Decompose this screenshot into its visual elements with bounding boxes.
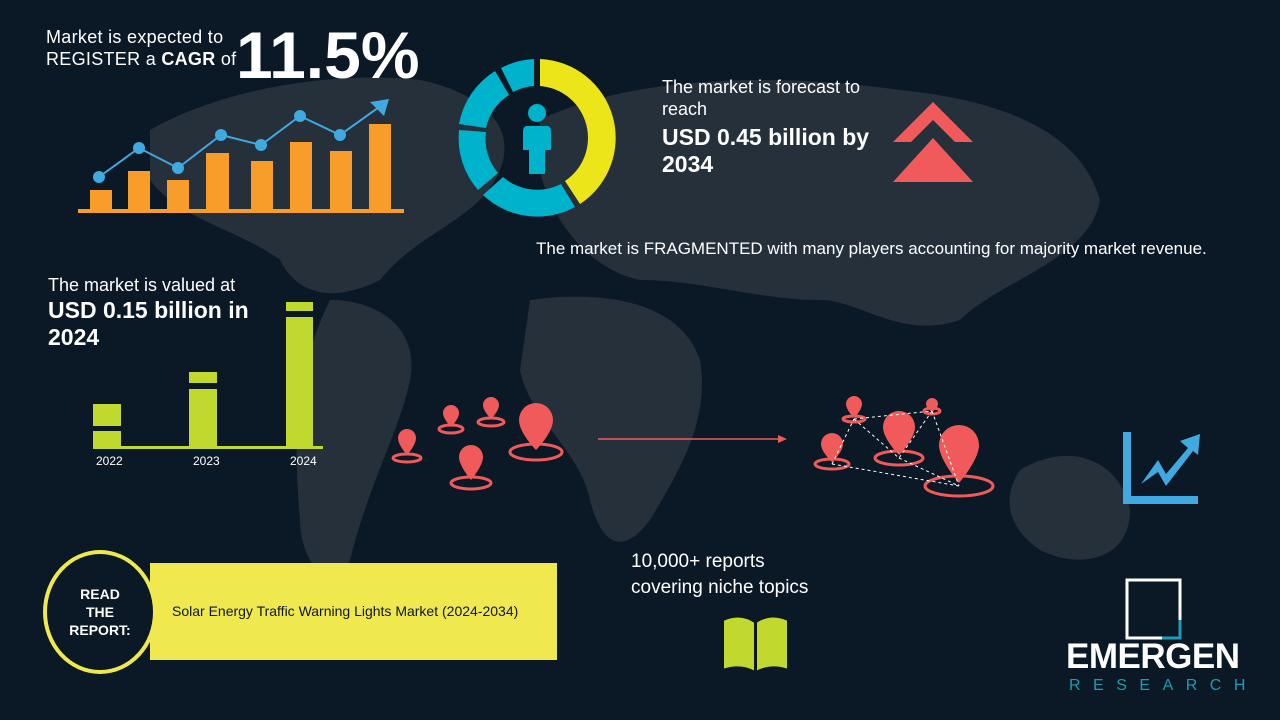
cagr-line1: Market is expected to xyxy=(46,27,224,47)
report-title-link[interactable]: Solar Energy Traffic Warning Lights Mark… xyxy=(172,603,519,619)
year-label: 2024 xyxy=(290,454,317,468)
logo-mark xyxy=(1125,578,1182,640)
reports-caption: 10,000+ reports covering niche topics xyxy=(631,549,808,601)
network-lines xyxy=(831,410,960,487)
fragmented-text: The market is FRAGMENTED with many playe… xyxy=(536,239,1207,258)
arrow-connector xyxy=(598,435,787,443)
year-label: 2023 xyxy=(193,454,220,468)
valued-value: USD 0.15 billion in 2024 xyxy=(48,297,249,350)
cagr-caption: Market is expected to REGISTER a CAGR of xyxy=(46,26,236,70)
reports-line1: 10,000+ reports xyxy=(631,551,765,572)
forecast-value: USD 0.45 billion by 2034 xyxy=(662,124,870,177)
read-report-label: READ THE REPORT: xyxy=(69,586,131,638)
cagr-line2: REGISTER a CAGR of xyxy=(46,48,236,70)
cagr-line2-post: of xyxy=(215,49,237,69)
cagr-line2-bold: CAGR xyxy=(161,49,216,69)
logo-name: EMERGEN xyxy=(1066,637,1240,676)
reports-line2: covering niche topics xyxy=(631,577,809,598)
growth-chart-icon xyxy=(78,99,404,213)
forecast-intro: The market is forecast to reach xyxy=(662,77,861,119)
year-bar-chart xyxy=(93,302,323,449)
double-chevron-up-icon xyxy=(893,102,973,182)
cagr-line2-pre: REGISTER a xyxy=(46,49,162,69)
logo-sub: RESEARCH xyxy=(1069,677,1258,694)
valued-intro: The market is valued at xyxy=(48,275,236,295)
donut-person-icon xyxy=(458,59,616,217)
cagr-value: 11.5% xyxy=(236,18,420,92)
open-book-icon xyxy=(722,615,789,674)
read-report-badge[interactable]: READ THE REPORT: xyxy=(43,550,157,674)
year-label: 2022 xyxy=(96,454,123,468)
report-banner[interactable]: Solar Energy Traffic Warning Lights Mark… xyxy=(150,563,557,660)
trend-chart-icon xyxy=(1123,432,1200,504)
